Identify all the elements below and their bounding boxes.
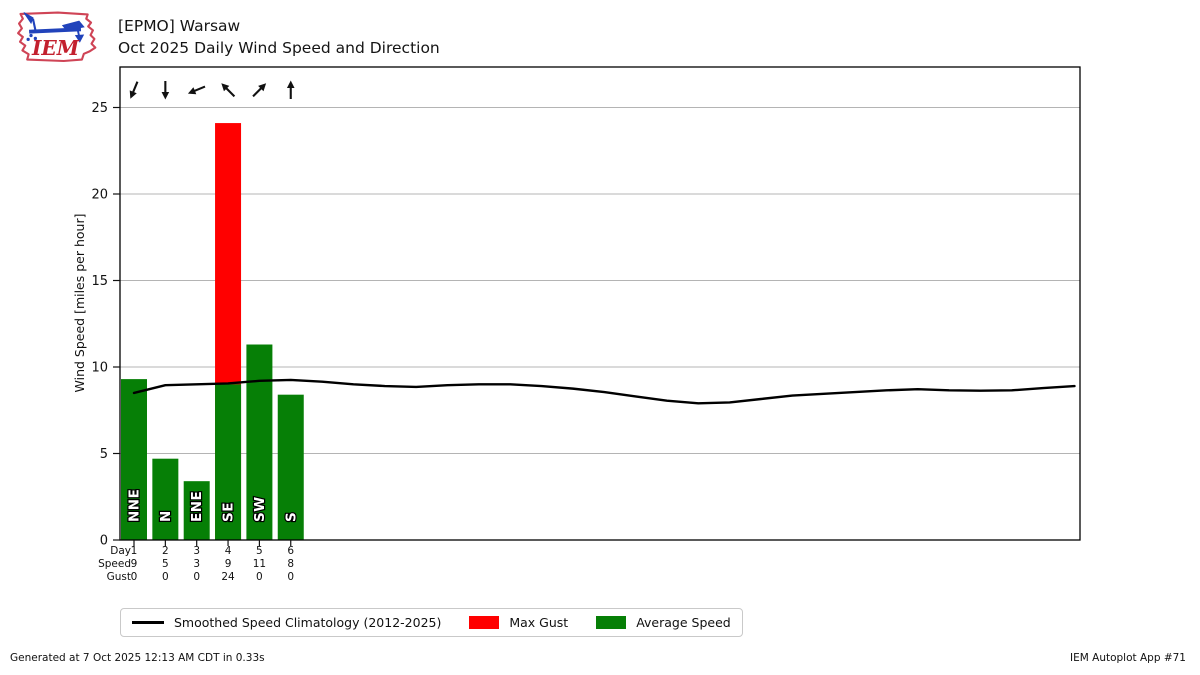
y-tick-label: 20 (91, 188, 108, 203)
direction-label: S (283, 512, 299, 522)
weathervane-icon (23, 12, 85, 43)
y-tick-label: 10 (91, 361, 108, 376)
avg-speed-bar (277, 394, 304, 540)
plot-frame (119, 66, 1081, 541)
table-cell: 3 (193, 558, 200, 570)
direction-label: N (158, 510, 174, 522)
direction-label: SW (252, 496, 268, 522)
wind-arrow (187, 85, 206, 95)
table-cell: 9 (225, 558, 232, 570)
wind-arrow (252, 83, 267, 98)
legend-item-climatology: Smoothed Speed Climatology (2012-2025) (132, 615, 441, 630)
y-tick-label: 5 (100, 447, 108, 462)
chart-legend: Smoothed Speed Climatology (2012-2025) M… (120, 608, 743, 637)
table-row-label: Day (110, 545, 131, 557)
legend-item-max-gust: Max Gust (469, 615, 568, 630)
avg-speed-bar (246, 344, 273, 540)
iem-logo: IEM (17, 11, 97, 63)
y-tick-label: 25 (91, 101, 108, 116)
table-cell: 9 (131, 558, 138, 570)
wind-arrow (221, 83, 236, 98)
table-row-label: Speed (98, 558, 131, 570)
max-gust-swatch (469, 616, 500, 629)
climatology-line (132, 378, 1076, 405)
table-cell: 4 (225, 545, 232, 557)
direction-label: NNE (127, 489, 143, 522)
wind-arrow (129, 81, 139, 99)
table-cell: 8 (287, 558, 294, 570)
direction-label: ENE (189, 491, 205, 522)
direction-label: SE (221, 502, 237, 522)
wind-arrow (161, 81, 170, 100)
table-cell: 3 (193, 545, 200, 557)
legend-item-average-speed: Average Speed (596, 615, 731, 630)
station-title: [EPMO] Warsaw (118, 17, 241, 35)
y-axis-label: Wind Speed [miles per hour] (72, 214, 87, 393)
table-cell: 1 (131, 545, 138, 557)
legend-label-climatology: Smoothed Speed Climatology (2012-2025) (174, 615, 442, 630)
avg-speed-bar (183, 481, 210, 540)
table-row-label: Gust (107, 571, 131, 583)
table-cell: 5 (256, 545, 263, 557)
chart-subtitle: Oct 2025 Daily Wind Speed and Direction (118, 39, 440, 57)
y-tick-label: 15 (91, 274, 108, 289)
table-cell: 0 (162, 571, 169, 583)
table-cell: 2 (162, 545, 169, 557)
table-cell: 0 (256, 571, 263, 583)
y-tick-label: 0 (100, 534, 108, 549)
autoplot-app-credit: IEM Autoplot App #71 (1070, 652, 1186, 664)
legend-label-average-speed: Average Speed (636, 615, 731, 630)
chart-title-block: [EPMO] Warsaw Oct 2025 Daily Wind Speed … (118, 15, 440, 59)
iem-logo-text: IEM (31, 36, 80, 60)
table-cell: 0 (131, 571, 138, 583)
table-cell: 11 (253, 558, 266, 570)
legend-label-max-gust: Max Gust (509, 615, 569, 630)
average-speed-swatch (596, 616, 627, 629)
table-cell: 5 (162, 558, 169, 570)
avg-speed-bar (121, 379, 147, 540)
wind-arrow (286, 80, 295, 99)
table-cell: 24 (221, 571, 235, 583)
avg-speed-bar (152, 458, 179, 540)
generated-timestamp: Generated at 7 Oct 2025 12:13 AM CDT in … (10, 652, 265, 664)
table-cell: 6 (287, 545, 294, 557)
table-cell: 0 (193, 571, 200, 583)
table-cell: 0 (287, 571, 294, 583)
avg-speed-bar (215, 384, 242, 540)
climatology-line-swatch (132, 621, 164, 624)
